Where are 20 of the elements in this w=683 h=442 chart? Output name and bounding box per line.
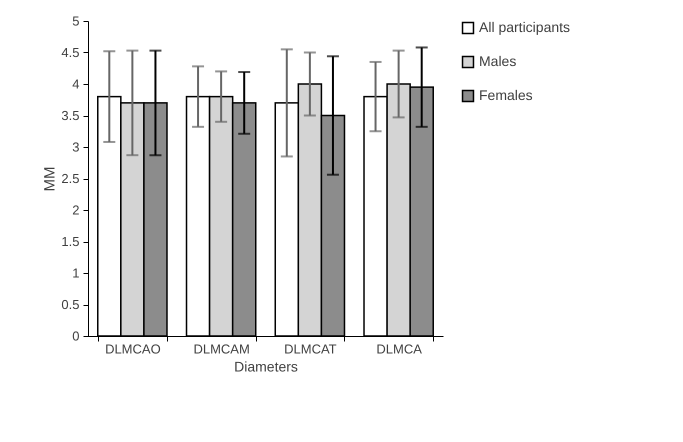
y-tick-label: 0.5 <box>61 297 80 312</box>
x-tick-label: DLMCAT <box>284 342 337 356</box>
y-tick-label: 1.5 <box>61 234 80 249</box>
legend-label: Females <box>479 87 533 103</box>
legend-label: Males <box>479 53 516 69</box>
y-axis-title: MM <box>41 166 58 192</box>
x-tick-label: DLMCA <box>376 342 422 356</box>
y-tick-label: 2 <box>72 202 80 218</box>
y-tick-label: 3.5 <box>61 108 80 123</box>
x-tick-label: DLMCAO <box>105 342 161 356</box>
y-tick-label: 5 <box>72 14 80 28</box>
y-tick-label: 3 <box>72 140 80 154</box>
y-tick-label: 4 <box>72 76 80 92</box>
y-tick-label: 4.5 <box>61 45 80 60</box>
y-tick-label: 0 <box>72 328 80 344</box>
y-tick-label: 1 <box>72 266 80 280</box>
x-axis-title: Diameters <box>234 358 298 374</box>
x-tick-label: DLMCAM <box>193 342 250 356</box>
legend-label: All participants <box>479 19 570 35</box>
y-tick-label: 2.5 <box>61 171 80 186</box>
